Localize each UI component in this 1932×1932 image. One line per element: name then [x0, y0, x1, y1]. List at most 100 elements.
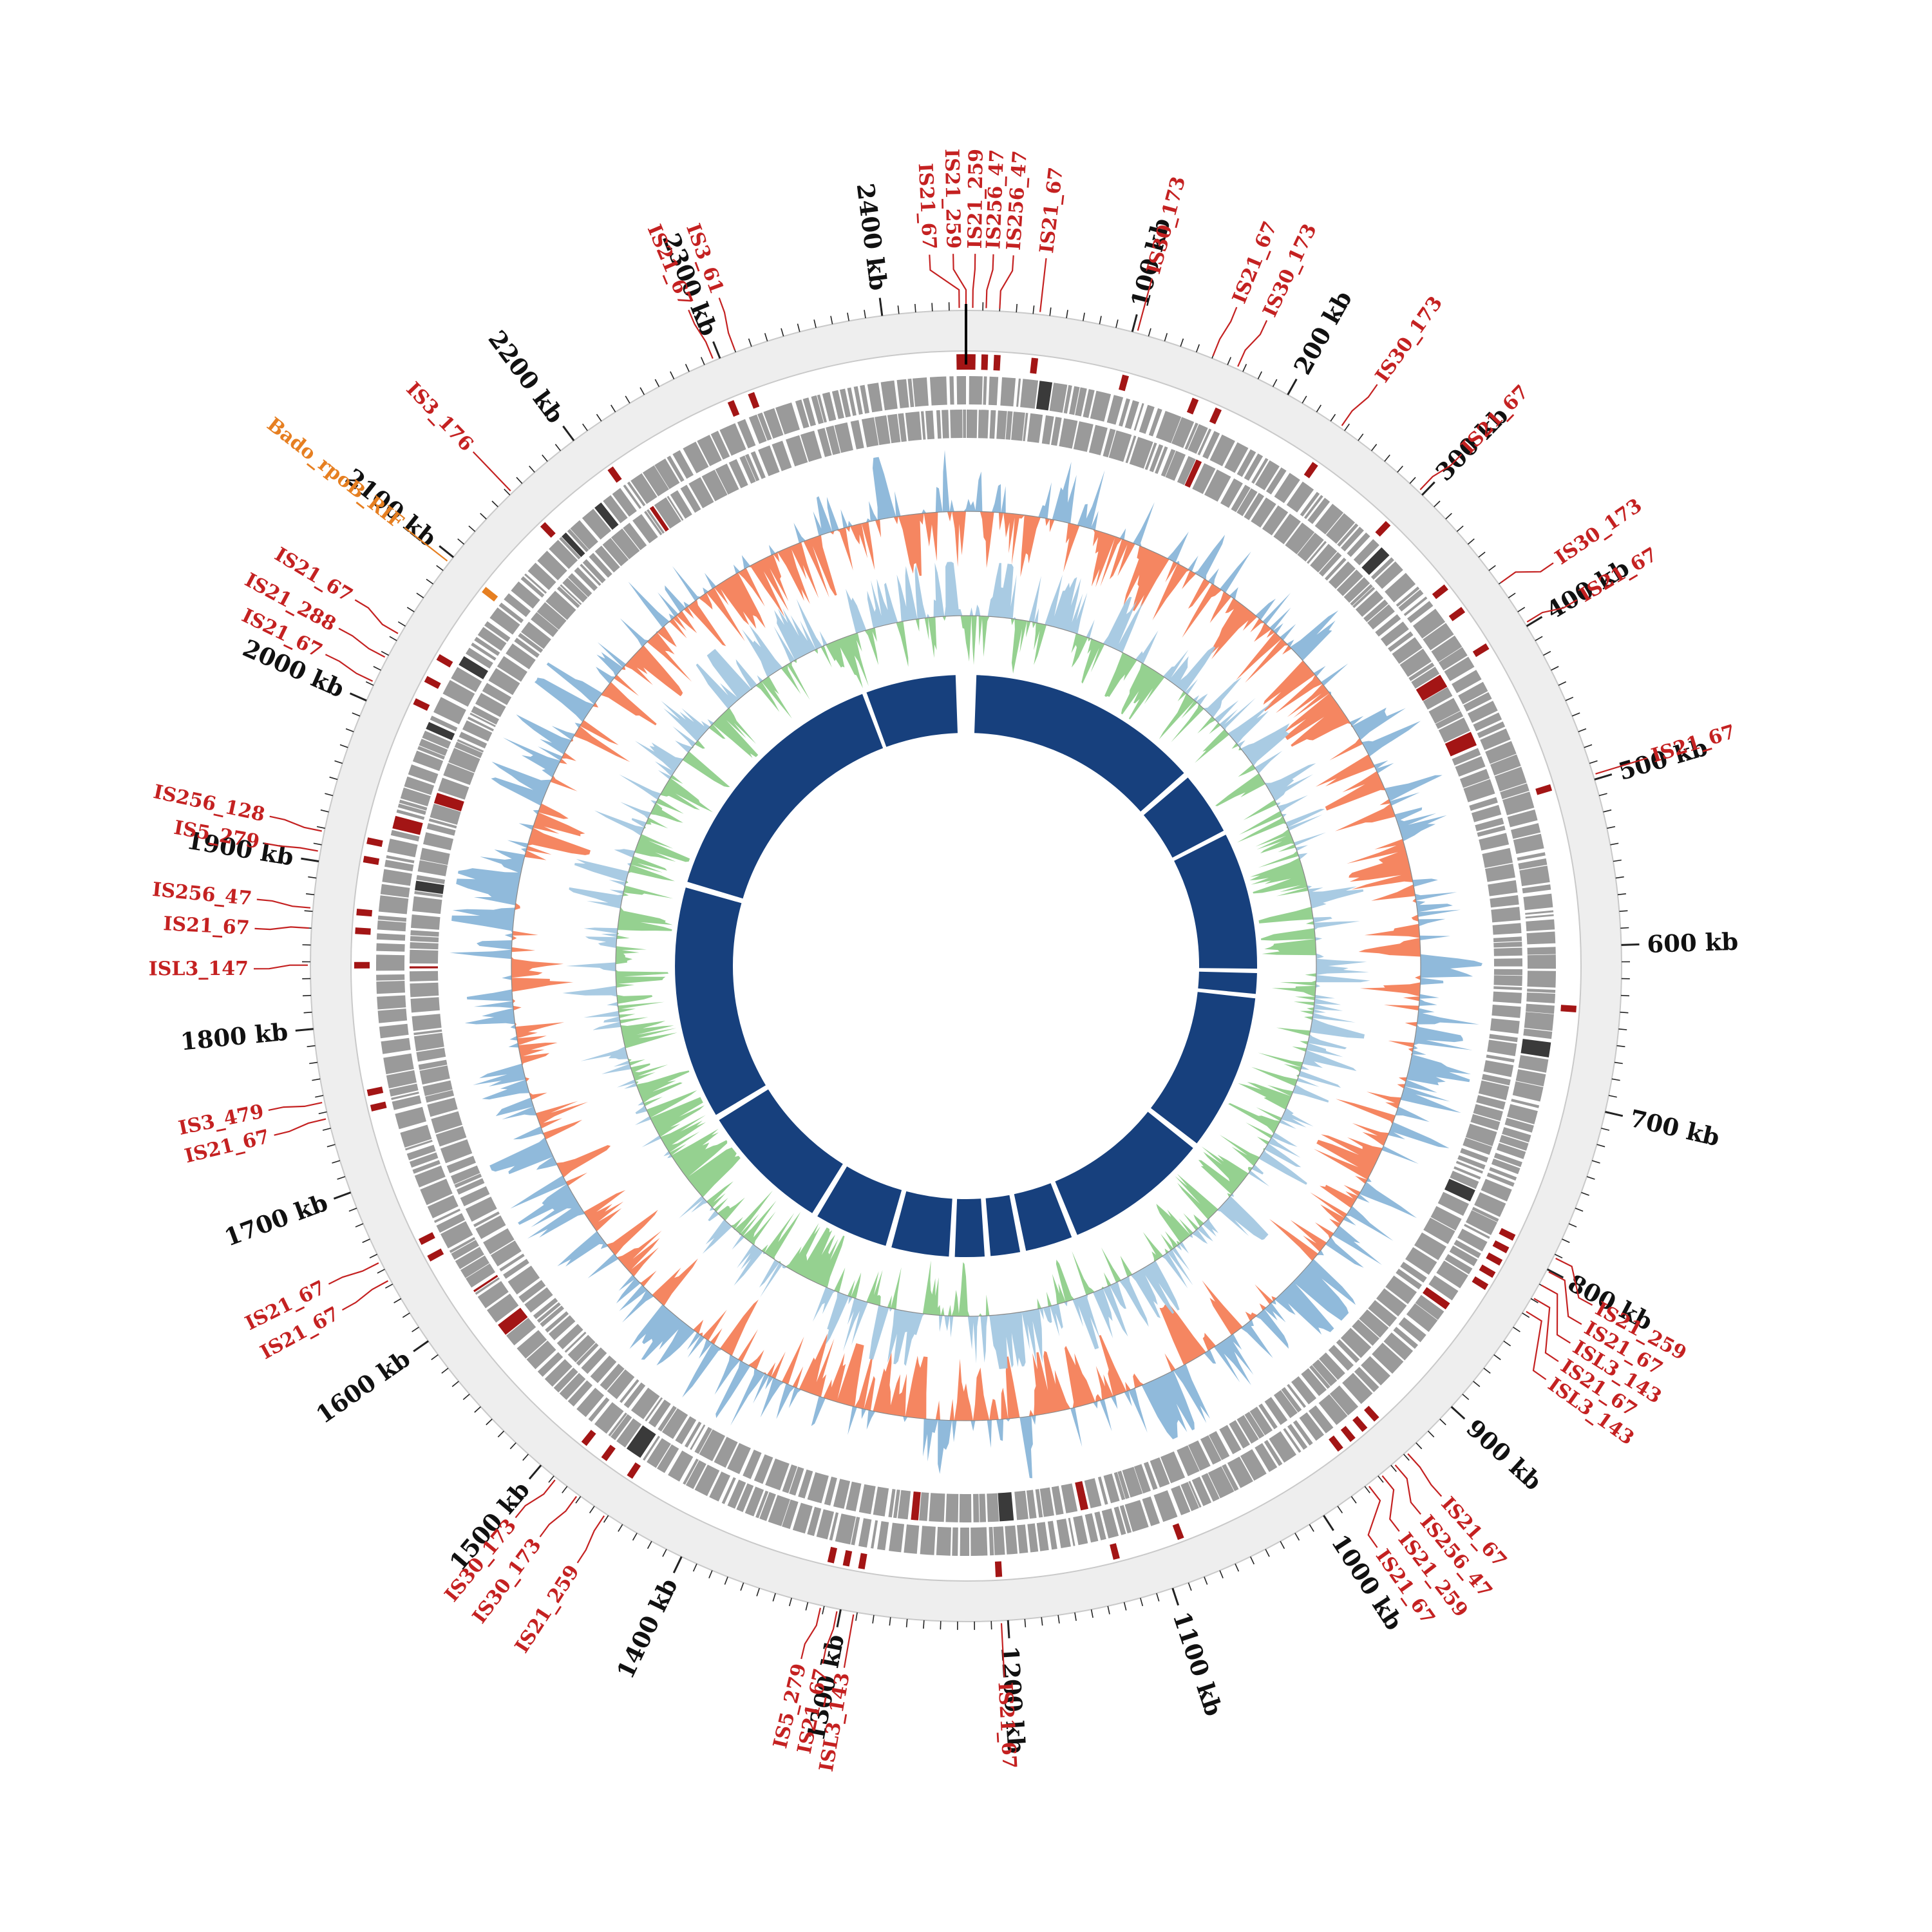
gene-block	[1084, 1478, 1102, 1508]
gene-block	[672, 450, 694, 479]
gene-block	[1472, 1207, 1499, 1222]
core-arc	[1014, 1183, 1072, 1251]
gene-block	[1325, 513, 1355, 544]
gene-block	[395, 1106, 426, 1130]
annotation-leader-line	[972, 254, 976, 308]
annotation-leader-line	[269, 815, 322, 832]
minor-tick	[562, 1486, 568, 1493]
gene-block	[623, 522, 647, 551]
gene-block	[630, 473, 658, 504]
gene-block	[1201, 1473, 1220, 1502]
track-gc-content	[450, 450, 1482, 1479]
gene-block	[412, 750, 444, 772]
gene-block	[1244, 1412, 1265, 1439]
minor-tick	[1589, 760, 1598, 764]
gene-block	[645, 1397, 663, 1422]
minor-tick	[582, 423, 588, 431]
gene-block	[1414, 1232, 1446, 1260]
gene-block	[611, 1414, 632, 1441]
minor-tick	[618, 1524, 623, 1532]
gene-block	[1075, 387, 1087, 417]
gene-block	[1319, 1352, 1345, 1380]
annotation-leader-line	[985, 254, 994, 308]
gene-block	[824, 1476, 837, 1506]
minor-tick	[772, 1593, 776, 1602]
gene-block	[1283, 1428, 1302, 1453]
is-mark	[1030, 357, 1039, 374]
minor-tick	[740, 1582, 744, 1591]
gene-block	[1059, 418, 1078, 449]
gene-block	[1035, 1489, 1043, 1518]
major-tick	[672, 1556, 683, 1574]
annotation-leader-line	[1419, 453, 1463, 491]
is-mark	[601, 1444, 616, 1461]
track-genes-forward	[375, 375, 1557, 1557]
gene-block	[1477, 826, 1506, 837]
annotation-leader-line	[929, 254, 960, 308]
core-arc	[1174, 835, 1258, 969]
minor-tick	[788, 1598, 792, 1607]
gene-block	[646, 509, 665, 534]
gene-block	[473, 1211, 500, 1227]
gene-block	[536, 602, 567, 630]
minor-tick	[1615, 876, 1624, 879]
minor-tick	[1403, 1454, 1410, 1461]
annotation-leader-line	[268, 1102, 323, 1111]
track-core-ring	[675, 675, 1258, 1258]
annotation-leader-line	[1394, 1464, 1421, 1515]
gene-block	[574, 567, 598, 591]
gene-block	[427, 1195, 459, 1218]
gene-block	[1449, 1245, 1478, 1267]
gene-block	[440, 1221, 473, 1249]
gene-block	[1526, 919, 1555, 931]
gene-block	[489, 607, 520, 635]
gene-block	[1370, 557, 1394, 580]
gene-block	[1493, 1153, 1522, 1168]
gene-block	[1101, 1508, 1119, 1539]
gene-block	[873, 1486, 889, 1517]
gene-block	[1518, 1055, 1549, 1073]
is-mark	[413, 698, 430, 711]
minor-tick	[1115, 319, 1119, 328]
gene-block	[580, 564, 601, 586]
minor-tick	[1598, 793, 1607, 797]
minor-tick	[373, 666, 381, 671]
minor-tick	[1265, 1549, 1270, 1557]
tick-label: 1800 kb	[179, 1018, 289, 1056]
minor-tick	[1607, 826, 1616, 829]
minor-tick	[764, 333, 768, 342]
gene-block	[969, 376, 983, 405]
gene-block	[998, 1492, 1014, 1522]
gene-block	[1487, 1039, 1517, 1056]
gene-block	[1307, 540, 1327, 564]
major-tick	[1526, 616, 1543, 627]
minor-tick	[1358, 433, 1364, 441]
minor-tick	[1107, 1605, 1110, 1615]
gene-block	[448, 748, 480, 773]
is-mark	[1303, 462, 1318, 478]
gene-block	[1020, 379, 1039, 409]
gene-block	[503, 1258, 529, 1279]
gene-block	[694, 1426, 712, 1454]
is-mark	[748, 392, 760, 409]
gene-block	[1444, 732, 1477, 757]
annotation-leader-line	[1548, 1271, 1582, 1325]
tick-label: 200 kb	[1288, 286, 1358, 379]
minor-tick	[327, 1144, 336, 1148]
minor-tick	[309, 1061, 318, 1065]
minor-tick	[1478, 551, 1486, 558]
minor-tick	[393, 1298, 402, 1303]
minor-tick	[1603, 809, 1612, 813]
gene-block	[409, 1152, 439, 1168]
major-tick	[439, 545, 455, 558]
minor-tick	[522, 1454, 529, 1461]
gene-block	[887, 413, 901, 444]
gene-block	[1251, 497, 1276, 528]
core-arc	[687, 694, 884, 899]
minor-tick	[318, 1111, 327, 1115]
gene-block	[877, 1521, 889, 1551]
gene-block	[559, 536, 581, 560]
annotation-leader-line	[404, 527, 448, 562]
gene-block	[786, 435, 808, 467]
is-mark	[581, 1430, 596, 1446]
